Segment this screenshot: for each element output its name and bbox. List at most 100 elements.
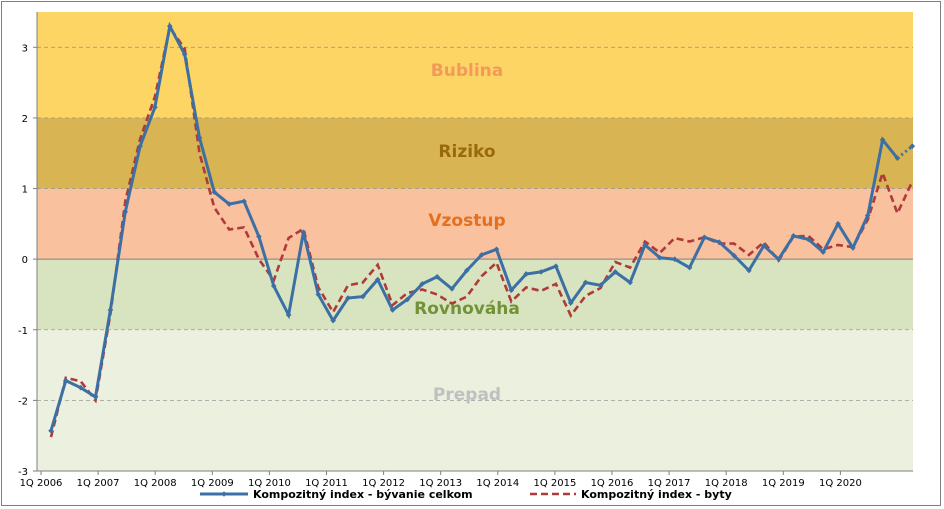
y-tick-label: 3	[22, 43, 28, 54]
axes: -3 -2 -1 0 1 2 3 1Q 2006 1Q 2007 1Q 2008 1Q 2009 1Q…	[18, 12, 913, 489]
data-point-marker	[374, 276, 381, 283]
data-point-marker	[63, 377, 69, 384]
x-tick-label: 1Q 2012	[362, 478, 405, 489]
data-point-marker	[152, 104, 158, 111]
y-tick-label: 1	[22, 185, 28, 196]
data-point-marker	[894, 155, 901, 161]
data-point-marker	[627, 279, 633, 286]
data-point-marker	[775, 256, 782, 262]
data-point-marker	[137, 143, 143, 149]
data-point-marker	[553, 263, 559, 270]
series-layer	[48, 21, 916, 438]
data-point-marker	[330, 317, 336, 324]
data-point-marker	[850, 245, 856, 251]
data-point-marker	[657, 254, 663, 261]
y-tick-label: -1	[18, 326, 28, 337]
data-point-marker	[48, 427, 54, 434]
x-tick-label: 1Q 2014	[476, 478, 519, 489]
data-point-marker	[181, 51, 188, 58]
x-tick-label: 1Q 2013	[419, 478, 462, 489]
data-point-marker	[761, 242, 767, 249]
x-tick-label: 1Q 2009	[191, 478, 234, 489]
zone-band-rovnováha	[37, 259, 913, 330]
data-point-marker	[211, 189, 218, 195]
data-point-marker	[389, 307, 396, 313]
x-tick-label: 1Q 2018	[705, 478, 748, 489]
data-point-marker	[315, 291, 322, 298]
data-point-marker	[671, 256, 678, 262]
series-line-byvanie-celkom	[49, 21, 899, 432]
series-line-byvanie-celkom-forecast	[896, 145, 914, 160]
data-point-marker	[270, 283, 277, 289]
legend-label-byty: Kompozitný index - byty	[581, 488, 732, 501]
data-point-marker	[879, 137, 886, 143]
x-tick-label: 1Q 2008	[134, 478, 177, 489]
data-point-marker	[508, 287, 515, 294]
zone-band-riziko	[37, 117, 913, 189]
data-point-marker	[686, 264, 693, 271]
zone-label-riziko: Riziko	[438, 142, 495, 162]
data-point-marker	[256, 233, 262, 240]
x-tick-label: 1Q 2006	[20, 478, 63, 489]
data-point-marker	[820, 249, 826, 255]
data-point-marker	[805, 236, 812, 243]
data-point-marker	[360, 293, 366, 300]
data-point-marker	[464, 267, 470, 274]
zone-label-bublina: Bublina	[431, 61, 503, 81]
data-point-marker	[107, 307, 114, 313]
data-point-marker	[567, 300, 574, 306]
data-point-marker	[701, 234, 708, 241]
data-point-marker	[642, 242, 648, 248]
data-point-marker	[92, 394, 99, 400]
legend: Kompozitný index - bývanie celkom Kompozi…	[200, 488, 732, 501]
data-point-marker	[449, 286, 455, 292]
data-point-marker	[285, 312, 292, 318]
legend-marker-byvanie-celkom	[221, 491, 227, 497]
data-point-marker	[241, 198, 247, 205]
y-tick-label: -3	[18, 467, 28, 478]
legend-label-byvanie-celkom: Kompozitný index - bývanie celkom	[253, 488, 473, 501]
data-point-marker	[122, 209, 129, 215]
data-point-marker	[167, 23, 173, 29]
x-tick-label: 1Q 2020	[819, 478, 862, 489]
gridlines	[37, 46, 913, 401]
data-point-marker	[612, 269, 619, 275]
data-point-marker	[523, 271, 529, 277]
x-tick-label: 1Q 2010	[248, 478, 291, 489]
x-tick-label: 1Q 2016	[591, 478, 634, 489]
zone-label-vzostup: Vzostup	[428, 211, 505, 231]
data-point-marker	[864, 212, 871, 219]
x-tick-label: 1Q 2007	[77, 478, 120, 489]
data-point-marker	[597, 282, 604, 289]
x-tick-label: 1Q 2017	[648, 478, 691, 489]
data-point-marker	[300, 229, 307, 236]
x-tick-label: 1Q 2015	[533, 478, 576, 489]
y-tick-label: 2	[22, 114, 28, 125]
data-point-marker	[404, 296, 411, 303]
data-point-marker	[345, 295, 351, 301]
zone-label-rovnováha: Rovnováha	[414, 299, 520, 319]
data-point-marker	[835, 221, 841, 227]
y-tick-label: -2	[18, 396, 28, 407]
y-tick-label: 0	[22, 255, 28, 266]
data-point-marker	[538, 269, 544, 275]
data-point-marker	[77, 384, 84, 391]
data-point-marker	[478, 252, 485, 258]
data-point-marker	[716, 239, 723, 246]
x-tick-label: 1Q 2011	[305, 478, 348, 489]
data-point-marker	[196, 134, 203, 141]
zone-band-bublina	[37, 12, 913, 118]
data-point-marker	[731, 252, 737, 259]
data-point-marker	[909, 143, 916, 149]
data-point-marker	[746, 267, 752, 274]
data-point-marker	[434, 274, 440, 280]
zone-labels: Bublina Riziko Vzostup Rovnováha Prepad	[414, 61, 520, 405]
zone-label-prepad: Prepad	[433, 385, 501, 405]
data-point-marker	[419, 281, 426, 287]
data-point-marker	[790, 233, 797, 239]
data-point-marker	[226, 201, 232, 207]
x-tick-label: 1Q 2019	[762, 478, 805, 489]
data-point-marker	[582, 279, 589, 286]
